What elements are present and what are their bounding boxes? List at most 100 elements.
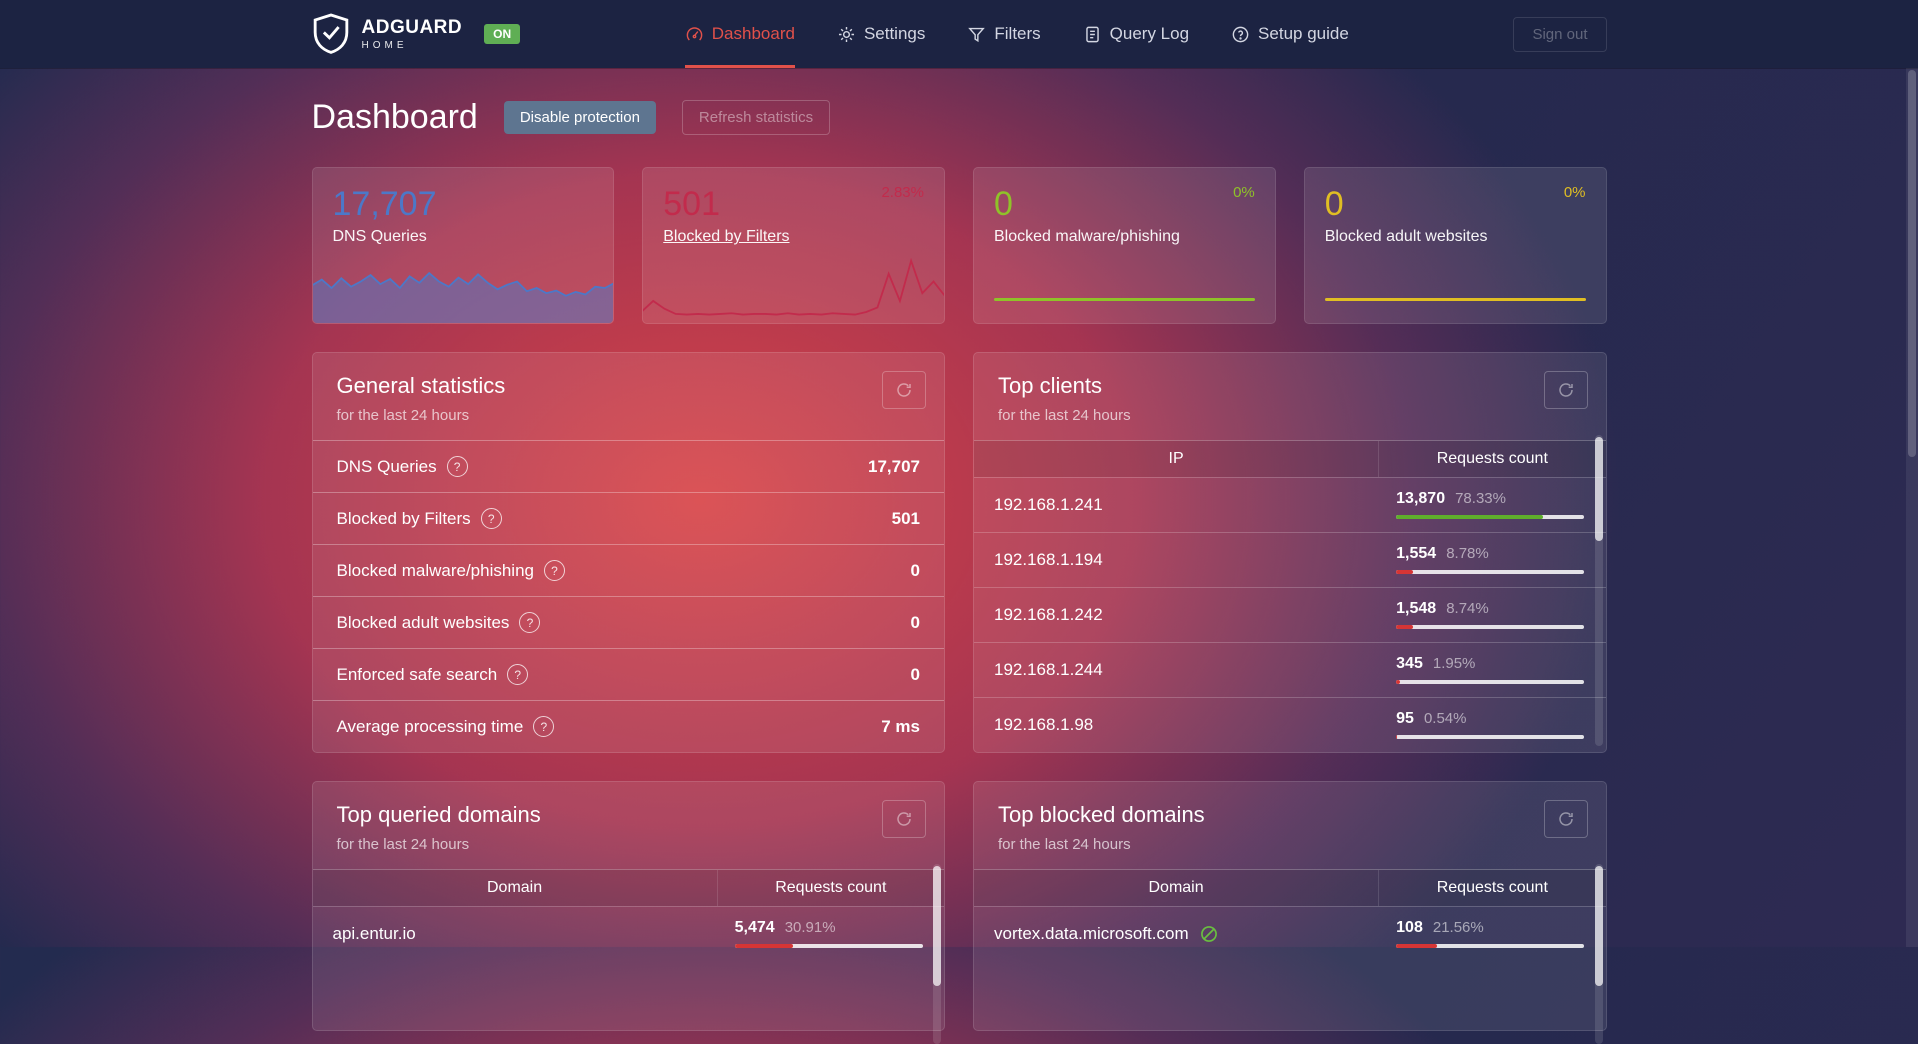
stat-label: Blocked adult websites (337, 613, 510, 633)
help-tooltip-icon[interactable]: ? (519, 612, 540, 633)
help-tooltip-icon[interactable]: ? (507, 664, 528, 685)
nav-item-dashboard[interactable]: Dashboard (685, 0, 795, 68)
help-circle-icon (1231, 25, 1250, 44)
dashboard-gauge-icon (685, 25, 704, 44)
nav-item-settings[interactable]: Settings (837, 0, 925, 68)
top-clients-subtitle: for the last 24 hours (998, 407, 1582, 424)
domain-text: vortex.data.microsoft.com (994, 924, 1189, 944)
brand-title: ADGUARD (362, 18, 463, 37)
client-ip[interactable]: 192.168.1.194 (974, 533, 1378, 587)
top-clients-title: Top clients (998, 373, 1582, 399)
table-scrollbar[interactable] (1595, 864, 1603, 1044)
top-blocked-domains-panel: Top blocked domains for the last 24 hour… (973, 781, 1607, 1031)
stat-value: 17,707 (868, 457, 920, 477)
general-statistics-title: General statistics (337, 373, 921, 399)
column-header-requests: Requests count (1378, 870, 1605, 906)
request-count: 1,554 (1396, 545, 1436, 563)
refresh-statistics-button[interactable]: Refresh statistics (682, 100, 830, 135)
request-count: 108 (1396, 919, 1423, 937)
scrollbar-thumb[interactable] (1595, 866, 1603, 986)
table-header: IP Requests count (974, 440, 1606, 477)
domain-name[interactable]: vortex.data.microsoft.com (974, 907, 1378, 961)
disable-protection-button[interactable]: Disable protection (504, 101, 656, 134)
stat-label: DNS Queries (337, 457, 437, 477)
nav-item-setup-guide[interactable]: Setup guide (1231, 0, 1349, 68)
table-scrollbar[interactable] (933, 864, 941, 1044)
column-header-requests: Requests count (717, 870, 944, 906)
dns-queries-value: 17,707 (333, 186, 594, 223)
sign-out-button[interactable]: Sign out (1513, 17, 1606, 52)
scrollbar-thumb[interactable] (1595, 437, 1603, 541)
page-scrollbar[interactable] (1906, 68, 1918, 947)
help-tooltip-icon[interactable]: ? (447, 456, 468, 477)
progress-bar (1396, 735, 1584, 739)
dns-queries-label: DNS Queries (333, 228, 594, 246)
client-ip[interactable]: 192.168.1.242 (974, 588, 1378, 642)
blocked-malware-value: 0 (994, 186, 1255, 223)
refresh-panel-button[interactable] (1544, 800, 1588, 838)
card-dns-queries: 17,707 DNS Queries (312, 167, 615, 324)
card-blocked-malware: 0% 0 Blocked malware/phishing (973, 167, 1276, 324)
general-statistics-panel: General statistics for the last 24 hours… (312, 352, 946, 753)
progress-bar (1396, 680, 1584, 684)
stat-label: Average processing time (337, 717, 524, 737)
page-scrollbar-thumb[interactable] (1908, 70, 1916, 457)
gear-icon (837, 25, 856, 44)
stat-row: Enforced safe search? 0 (313, 648, 945, 700)
help-tooltip-icon[interactable]: ? (481, 508, 502, 529)
refresh-panel-button[interactable] (1544, 371, 1588, 409)
refresh-panel-button[interactable] (882, 371, 926, 409)
request-percent: 30.91% (785, 919, 836, 936)
refresh-icon (895, 810, 913, 828)
stat-value: 0 (911, 665, 920, 685)
table-row: vortex.data.microsoft.com 108 21.56% (974, 906, 1606, 961)
stat-label: Blocked by Filters (337, 509, 471, 529)
refresh-icon (895, 381, 913, 399)
table-row: 192.168.1.244 345 1.95% (974, 642, 1606, 697)
dns-queries-sparkline (312, 252, 615, 324)
request-percent: 8.74% (1446, 600, 1489, 617)
refresh-panel-button[interactable] (882, 800, 926, 838)
nav-item-query-log[interactable]: Query Log (1083, 0, 1189, 68)
table-scrollbar[interactable] (1595, 435, 1603, 746)
column-header-domain: Domain (974, 870, 1378, 906)
help-tooltip-icon[interactable]: ? (533, 716, 554, 737)
blocked-filters-link[interactable]: Blocked by Filters (663, 228, 924, 246)
top-clients-panel: Top clients for the last 24 hours IP Req… (973, 352, 1607, 753)
help-tooltip-icon[interactable]: ? (544, 560, 565, 581)
client-ip[interactable]: 192.168.1.98 (974, 698, 1378, 752)
scrollbar-thumb[interactable] (933, 866, 941, 986)
column-header-requests: Requests count (1378, 441, 1605, 477)
client-ip[interactable]: 192.168.1.244 (974, 643, 1378, 697)
client-ip[interactable]: 192.168.1.241 (974, 478, 1378, 532)
page-title: Dashboard (312, 98, 478, 137)
shield-check-icon (312, 13, 350, 55)
domain-name[interactable]: api.entur.io (313, 907, 717, 961)
stat-label: Blocked malware/phishing (337, 561, 535, 581)
stat-row: Average processing time? 7 ms (313, 700, 945, 752)
table-row: 192.168.1.194 1,554 8.78% (974, 532, 1606, 587)
blocked-malware-percent: 0% (1233, 184, 1255, 201)
stat-value: 0 (911, 613, 920, 633)
blocked-malware-label: Blocked malware/phishing (994, 228, 1255, 246)
nav-item-filters[interactable]: Filters (967, 0, 1040, 68)
stat-value: 0 (911, 561, 920, 581)
stat-label: Enforced safe search (337, 665, 498, 685)
blocked-adult-trend-line (1325, 298, 1586, 301)
request-percent: 0.54% (1424, 710, 1467, 727)
card-blocked-by-filters: 2.83% 501 Blocked by Filters (642, 167, 945, 324)
request-count: 13,870 (1396, 490, 1445, 508)
table-row: 192.168.1.98 95 0.54% (974, 697, 1606, 752)
nav-label: Dashboard (712, 24, 795, 44)
top-blocked-domains-title: Top blocked domains (998, 802, 1582, 828)
blocked-adult-value: 0 (1325, 186, 1586, 223)
stat-value: 7 ms (881, 717, 920, 737)
stat-row: DNS Queries? 17,707 (313, 440, 945, 492)
request-percent: 8.78% (1446, 545, 1489, 562)
request-percent: 21.56% (1433, 919, 1484, 936)
adguard-home-logo[interactable]: ADGUARD HOME ON (312, 13, 521, 55)
progress-bar (1396, 570, 1584, 574)
nav-label: Setup guide (1258, 24, 1349, 44)
nav-label: Filters (994, 24, 1040, 44)
stat-cards: 17,707 DNS Queries 2.83% 501 Blocked by … (312, 167, 1607, 324)
